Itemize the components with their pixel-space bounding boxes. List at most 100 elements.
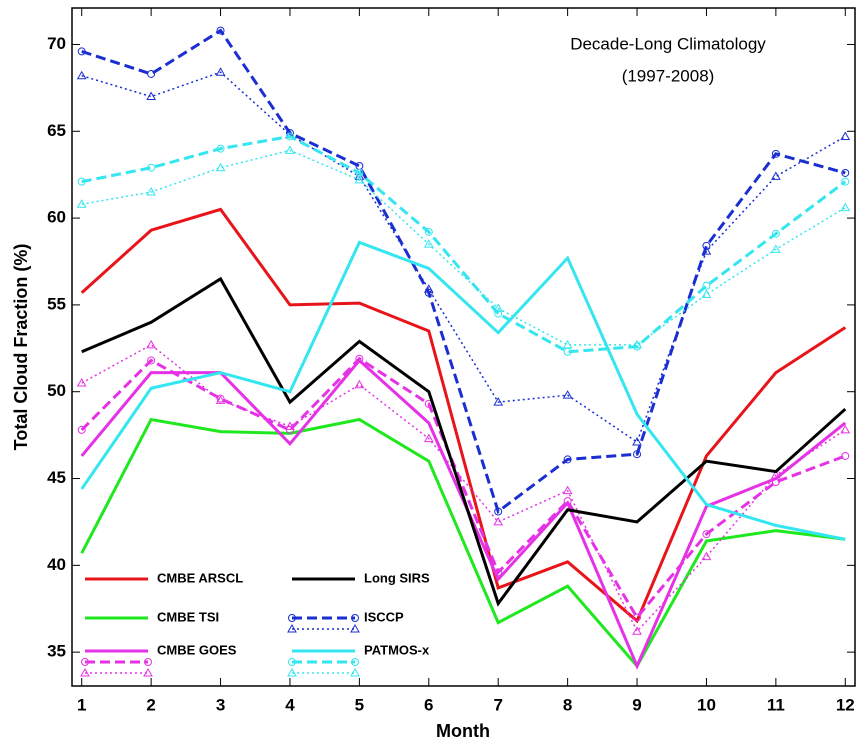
x-tick-label: 6 — [424, 695, 433, 714]
marker — [146, 187, 156, 196]
marker — [288, 614, 296, 622]
marker — [632, 339, 642, 349]
marker — [563, 455, 572, 464]
marker — [423, 433, 434, 443]
marker — [285, 132, 294, 141]
y-axis-label: Total Cloud Fraction (%) — [11, 244, 31, 451]
marker — [146, 91, 156, 101]
marker — [840, 424, 851, 434]
marker — [147, 163, 156, 172]
x-tick-label: 3 — [216, 695, 225, 714]
y-tick-label: 55 — [47, 294, 66, 313]
x-tick-label: 9 — [632, 695, 641, 714]
marker — [841, 451, 850, 460]
plot-frame — [71, 7, 856, 687]
series-line — [80, 207, 847, 624]
marker — [77, 177, 86, 186]
series-line — [80, 417, 846, 669]
marker — [701, 551, 712, 561]
marker — [633, 450, 642, 459]
marker — [350, 667, 360, 677]
marker — [287, 667, 297, 677]
marker — [355, 354, 364, 363]
marker — [216, 26, 225, 35]
marker — [215, 67, 226, 76]
legend-label: PATMOS-x — [364, 642, 430, 657]
marker — [81, 658, 89, 666]
marker — [494, 309, 503, 318]
marker — [216, 394, 225, 403]
marker — [841, 177, 850, 186]
marker — [77, 47, 86, 56]
marker — [424, 227, 433, 236]
marker — [215, 395, 226, 404]
x-tick-label: 12 — [836, 695, 855, 714]
marker — [216, 144, 225, 153]
x-tick-label: 8 — [563, 695, 572, 714]
marker — [563, 497, 572, 506]
marker — [771, 149, 780, 158]
marker — [702, 241, 711, 250]
marker — [77, 425, 86, 434]
marker — [701, 289, 712, 298]
marker — [285, 145, 295, 154]
x-tick-label: 10 — [697, 695, 716, 714]
y-tick-label: 45 — [47, 468, 66, 487]
marker — [771, 470, 781, 479]
marker — [494, 568, 503, 577]
y-tick-label: 35 — [47, 642, 66, 661]
y-tick-label: 40 — [47, 555, 66, 574]
marker — [562, 390, 573, 399]
marker — [80, 667, 90, 677]
y-tick-label: 65 — [47, 121, 66, 140]
marker — [354, 379, 365, 389]
marker — [494, 507, 503, 516]
marker — [493, 303, 504, 312]
x-tick-label: 7 — [493, 695, 502, 714]
legend-label: CMBE TSI — [157, 609, 219, 624]
marker — [771, 229, 780, 238]
marker — [147, 69, 156, 78]
x-tick-label: 2 — [146, 695, 155, 714]
marker — [562, 485, 573, 495]
x-tick-label: 1 — [77, 695, 86, 714]
marker — [771, 244, 781, 253]
marker — [143, 667, 153, 677]
marker — [493, 397, 504, 406]
marker — [287, 623, 297, 633]
x-tick-label: 11 — [767, 695, 785, 714]
marker — [633, 613, 642, 622]
marker — [423, 239, 434, 248]
marker — [840, 202, 851, 212]
marker — [351, 658, 359, 666]
annotation: Decade-Long Climatology — [570, 34, 766, 53]
marker — [632, 437, 642, 446]
marker — [147, 356, 156, 365]
marker — [840, 131, 851, 140]
marker — [702, 530, 711, 539]
x-tick-label: 5 — [355, 695, 364, 714]
marker — [144, 658, 152, 666]
marker — [76, 199, 87, 208]
marker — [841, 168, 850, 177]
series-line — [81, 343, 846, 633]
series-line — [81, 149, 846, 346]
y-tick-label: 50 — [47, 381, 66, 400]
marker — [423, 284, 434, 293]
marker — [76, 70, 87, 80]
y-tick-label: 60 — [47, 208, 66, 227]
legend-label: ISCCP — [364, 609, 404, 624]
series-line — [81, 276, 847, 607]
marker — [632, 626, 642, 635]
marker — [350, 623, 360, 633]
annotation: (1997-2008) — [622, 66, 715, 85]
marker — [351, 614, 359, 622]
y-tick-label: 70 — [47, 34, 66, 53]
marker — [146, 339, 156, 349]
x-axis-label: Month — [436, 721, 490, 741]
marker — [285, 421, 295, 430]
marker — [354, 174, 365, 184]
series-line — [81, 134, 847, 354]
marker — [701, 246, 712, 255]
